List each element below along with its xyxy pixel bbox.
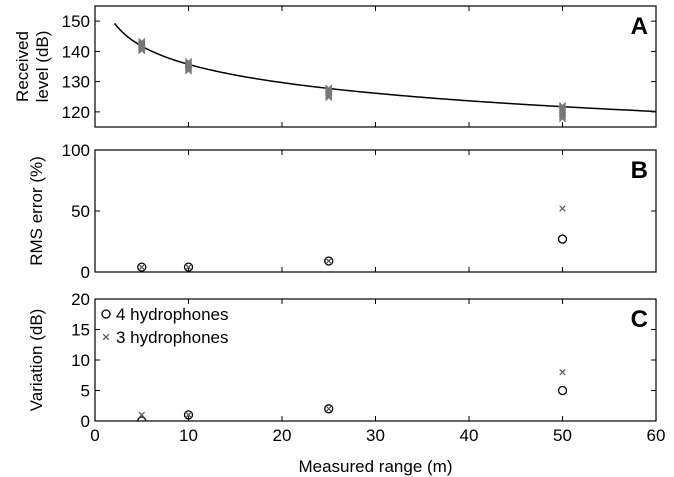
data-point-x-b: [138, 39, 146, 47]
legend: 4 hydrophones 3 hydrophones: [101, 305, 228, 347]
data-layer: [137, 205, 568, 272]
panel-label: A: [631, 13, 648, 40]
data-point-x-b: [559, 205, 566, 212]
data-point-circle: [557, 234, 568, 244]
x-tick-label: 60: [647, 426, 666, 445]
data-point-x-b: [558, 103, 567, 112]
x-tick-label: 30: [366, 426, 385, 445]
panel-label: B: [631, 157, 648, 184]
x-axis-label: Measured range (m): [298, 457, 452, 476]
data-point-circle: [137, 416, 147, 421]
data-point-x-b: [325, 87, 333, 95]
y-tick-label: 100: [62, 141, 90, 160]
y-tick-label: 15: [71, 321, 90, 340]
data-point-x-b: [184, 58, 193, 66]
legend-marker-circle: [101, 309, 111, 319]
y-tick-label: 130: [62, 73, 90, 92]
y-axis-label: level (dB): [33, 31, 52, 103]
chart-panel-c: 0 10 20 30 40 50 60 0 5 10 15 20 Variation (dB) Measu…: [27, 290, 665, 476]
x-tick-label: 10: [179, 426, 198, 445]
data-point-x-b: [185, 263, 192, 271]
data-point-circle: [183, 262, 194, 272]
data-point-circle: [324, 256, 334, 266]
chart-panel-b: 0 50 100 RMS error (%) B: [27, 141, 657, 282]
panel-label: C: [631, 306, 648, 333]
plot-frame: [94, 149, 657, 273]
chart-panel-a: 120 130 140 150 Received level (dB) A: [13, 5, 657, 128]
data-layer: [137, 368, 568, 421]
legend-marker-x-b: [102, 333, 110, 341]
y-tick-label: 50: [71, 202, 90, 221]
data-point-x-b: [559, 368, 566, 376]
y-tick-label: 120: [62, 103, 90, 122]
data-point-x-b: [325, 405, 332, 413]
model-curve: [114, 22, 656, 113]
y-tick-label: 0: [81, 412, 90, 431]
legend-entry: 4 hydrophones: [116, 305, 228, 324]
y-tick-label: 0: [81, 263, 90, 282]
data-point-x-b: [325, 257, 332, 265]
y-tick-label: 5: [81, 382, 90, 401]
data-point-circle: [324, 404, 334, 414]
x-tick-label: 40: [460, 426, 479, 445]
data-point-x-b: [558, 102, 567, 110]
y-axis-label: Received: [13, 31, 32, 102]
data-point-x-b: [185, 411, 192, 419]
y-axis-label: Variation (dB): [27, 309, 46, 412]
data-point-circle: [183, 410, 194, 420]
x-tick-label: 0: [90, 426, 99, 445]
data-point-circle: [137, 262, 147, 272]
data-point-x-b: [184, 59, 193, 67]
data-point-x-b: [325, 86, 333, 94]
y-tick-label: 150: [62, 12, 90, 31]
x-tick-label: 20: [273, 426, 292, 445]
y-tick-label: 140: [62, 42, 90, 61]
data-point-x-b: [138, 411, 145, 419]
data-point-circle: [557, 385, 568, 396]
y-tick-label: 20: [71, 290, 90, 309]
data-point-x-b: [184, 61, 193, 69]
plot-frame: [94, 5, 657, 128]
data-point-x-b: [138, 38, 146, 46]
x-tick-label: 50: [553, 426, 572, 445]
y-axis-label: RMS error (%): [27, 156, 46, 266]
data-point-x-b: [138, 263, 145, 271]
data-point-x-b: [138, 40, 146, 48]
y-tick-label: 10: [71, 351, 90, 370]
data-layer: [114, 22, 656, 123]
legend-entry: 3 hydrophones: [116, 328, 228, 347]
data-point-x-b: [325, 84, 333, 92]
